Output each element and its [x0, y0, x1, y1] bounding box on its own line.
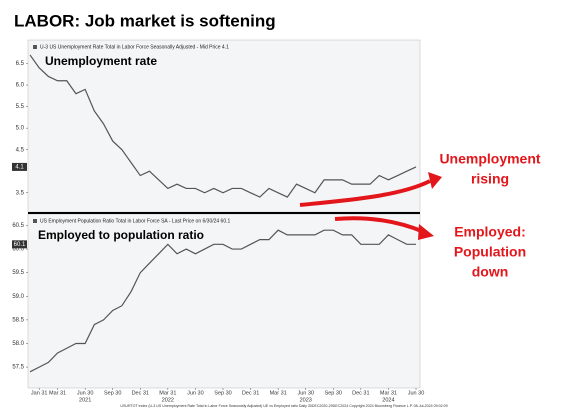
- x-year-label: 2022: [162, 397, 174, 403]
- annotation: Unemployment: [439, 151, 540, 167]
- legend-swatch: [33, 45, 37, 49]
- x-tick-label: Mar 31: [49, 390, 66, 396]
- legend-label: US Employment Population Ratio Total in …: [40, 218, 231, 224]
- legend-swatch: [33, 219, 37, 223]
- x-tick-label: Dec 31: [132, 390, 149, 396]
- data-line: [29, 54, 417, 198]
- y-tick-label: 58.0: [12, 341, 24, 347]
- x-year-label: 2023: [300, 397, 312, 403]
- data-line: [29, 229, 416, 373]
- y-tick-label: 59.0: [12, 294, 24, 300]
- arrowhead: [418, 224, 434, 240]
- annotation: rising: [471, 171, 509, 187]
- arrow: [334, 216, 425, 234]
- x-tick-label: Sep 30: [214, 390, 231, 396]
- footer: USURTOT Index (U-3 US Unemployment Rate …: [120, 404, 447, 408]
- x-tick-label: Mar 31: [270, 390, 287, 396]
- y-tick-label: 6.0: [16, 83, 25, 89]
- arrowhead: [428, 172, 442, 189]
- x-tick-label: Mar 31: [159, 390, 176, 396]
- y-tick-label: 4.5: [16, 147, 25, 153]
- annotation: down: [472, 264, 509, 280]
- x-year-label: 2021: [79, 397, 91, 403]
- x-tick-label: Dec 31: [242, 390, 259, 396]
- y-tick-label: 6.5: [16, 61, 25, 67]
- chart-title: LABOR: Job market is softening: [14, 11, 276, 30]
- x-tick-label: Jun 30: [408, 390, 425, 396]
- x-tick-label: Jun 30: [297, 390, 314, 396]
- annotation: Employed:: [454, 224, 526, 240]
- last-value-box: [12, 162, 27, 171]
- last-value-label: 60.1: [14, 242, 26, 248]
- x-tick-label: Jan 31: [31, 390, 48, 396]
- last-value-box: [12, 240, 27, 249]
- last-value-label: 4.1: [15, 165, 24, 171]
- legend-label: U-3 US Unemployment Rate Total in Labor …: [40, 44, 229, 50]
- y-tick-label: 5.0: [16, 126, 25, 132]
- x-tick-label: Jun 30: [77, 390, 94, 396]
- x-tick-label: Sep 30: [104, 390, 121, 396]
- panel-label: Employed to population ratio: [38, 228, 204, 242]
- y-tick-label: 58.5: [12, 317, 24, 323]
- x-year-label: 2024: [382, 397, 394, 403]
- y-tick-label: 3.5: [16, 190, 25, 196]
- y-tick-label: 60.0: [12, 247, 24, 253]
- annotation: Population: [454, 244, 526, 260]
- y-tick-label: 60.5: [12, 223, 24, 229]
- top-panel: [27, 39, 421, 213]
- y-tick-label: 59.5: [12, 270, 24, 276]
- y-tick-label: 5.5: [16, 104, 25, 110]
- panel-label: Unemployment rate: [45, 54, 157, 68]
- arrow: [299, 179, 431, 207]
- x-tick-label: Dec 31: [352, 390, 369, 396]
- bottom-panel: [27, 213, 421, 389]
- x-tick-label: Mar 31: [380, 390, 397, 396]
- y-tick-label: 57.5: [12, 365, 24, 371]
- x-tick-label: Sep 30: [325, 390, 342, 396]
- x-tick-label: Jun 30: [187, 390, 204, 396]
